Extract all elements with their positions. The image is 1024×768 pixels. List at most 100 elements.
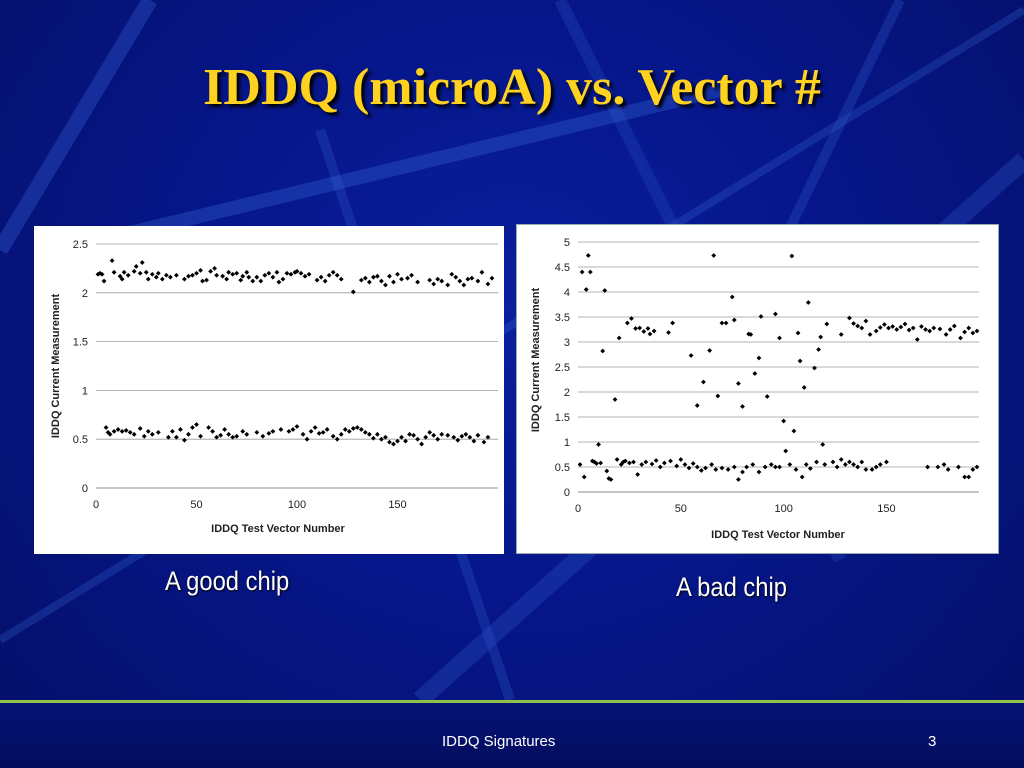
good-data-point: [481, 439, 487, 445]
good-data-point: [288, 271, 294, 277]
good-data-point: [123, 428, 129, 433]
good-data-point: [387, 273, 392, 279]
good-data-point: [119, 428, 125, 434]
bad-data-point: [945, 467, 951, 472]
bad-data-point: [919, 324, 924, 329]
bad-data-point: [863, 318, 869, 324]
good-data-point: [405, 275, 410, 281]
bad-data-point: [783, 448, 789, 454]
good-data-point: [324, 427, 330, 432]
good-data-point: [320, 429, 326, 435]
good-data-point: [186, 431, 191, 437]
good-data-point: [326, 272, 332, 278]
good-x-tick-label: 150: [388, 499, 406, 511]
bad-data-point: [713, 467, 719, 472]
bad-data-point: [834, 464, 840, 470]
bad-data-point: [694, 403, 700, 408]
bad-data-point: [777, 335, 782, 341]
bad-data-point: [707, 348, 713, 353]
good-data-point: [366, 279, 372, 285]
bad-data-point: [847, 459, 852, 465]
good-data-point: [206, 425, 211, 430]
good-data-point: [111, 269, 117, 275]
good-data-point: [155, 270, 161, 276]
bad-data-point: [824, 321, 830, 327]
bad-y-tick-label: 1.5: [555, 412, 570, 424]
good-x-tick-label: 0: [93, 499, 99, 511]
good-data-point: [230, 271, 236, 277]
good-data-point: [457, 278, 463, 284]
good-data-point: [173, 434, 179, 440]
bad-data-point: [947, 327, 953, 332]
bad-data-point: [735, 477, 741, 482]
bad-data-point: [873, 464, 879, 470]
bad-data-point: [645, 326, 651, 331]
good-y-tick-label: 2.5: [73, 239, 88, 251]
good-data-point: [244, 269, 250, 275]
good-data-point: [354, 425, 360, 430]
good-data-point: [133, 264, 139, 269]
bad-data-point: [795, 330, 801, 336]
bad-data-point: [799, 474, 805, 480]
good-data-point: [258, 278, 264, 284]
bad-data-point: [886, 325, 891, 331]
bad-data-point: [758, 314, 764, 319]
bad-data-point: [793, 467, 799, 472]
good-data-point: [198, 267, 203, 273]
bad-data-point: [931, 325, 937, 331]
bad-data-point: [756, 355, 762, 361]
good-data-point: [240, 428, 246, 434]
good-data-point: [121, 269, 127, 275]
good-data-point: [101, 278, 107, 284]
bad-data-point: [657, 464, 663, 470]
bad-data-point: [668, 458, 673, 464]
good-data-point: [431, 281, 437, 287]
bad-chip-gridlines: [578, 241, 979, 493]
good-data-point: [143, 269, 149, 275]
bad-chip-x-ticks: 0 50 100 150: [575, 503, 896, 515]
good-data-point: [254, 429, 260, 435]
good-data-point: [411, 432, 416, 438]
good-data-point: [278, 427, 284, 432]
bad-data-point: [666, 330, 671, 335]
bad-data-point: [579, 269, 585, 275]
good-data-point: [391, 279, 396, 285]
good-data-point: [342, 427, 348, 432]
bad-data-point: [589, 458, 595, 464]
good-data-point: [119, 276, 125, 282]
good-data-point: [250, 278, 256, 284]
good-data-point: [383, 434, 388, 440]
good-data-point: [374, 431, 380, 437]
good-data-point: [358, 277, 364, 283]
good-data-point: [266, 270, 272, 276]
good-y-tick-label: 0.5: [73, 434, 88, 446]
good-data-point: [226, 269, 232, 275]
good-data-point: [459, 433, 465, 439]
bad-data-point: [731, 317, 737, 323]
good-data-point: [407, 431, 412, 437]
good-data-point: [270, 274, 276, 280]
bad-y-tick-label: 4: [564, 287, 570, 299]
bad-data-point: [616, 335, 622, 341]
good-data-point: [445, 432, 451, 438]
bad-data-point: [773, 464, 778, 470]
bad-data-point: [604, 468, 610, 474]
bad-data-point: [884, 459, 889, 465]
good-data-point: [449, 271, 455, 277]
bad-y-tick-label: 4.5: [555, 262, 570, 274]
good-data-point: [463, 431, 469, 437]
good-data-point: [117, 273, 123, 279]
bad-data-point: [877, 462, 883, 467]
bad-data-point: [768, 462, 774, 467]
good-data-point: [190, 425, 195, 430]
good-data-point: [387, 439, 392, 445]
good-data-point: [415, 279, 421, 285]
bad-data-point: [686, 465, 692, 471]
good-data-point: [465, 276, 471, 282]
bad-data-point: [820, 442, 826, 447]
good-data-point: [395, 271, 400, 277]
bad-data-point: [951, 323, 957, 329]
bad-data-point: [752, 371, 758, 376]
bad-data-point: [941, 462, 947, 467]
bad-data-point: [598, 460, 604, 466]
